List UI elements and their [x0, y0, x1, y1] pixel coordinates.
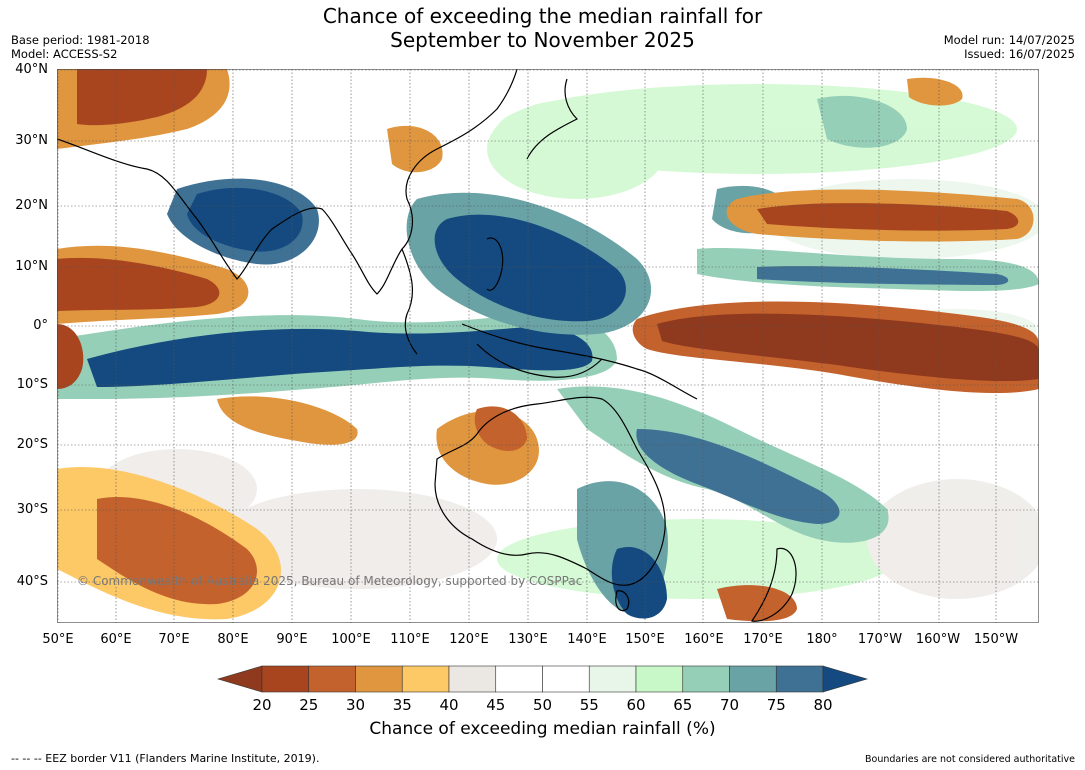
- title-line-2: September to November 2025: [390, 28, 695, 52]
- lon-label: 90°E: [276, 632, 308, 647]
- colorbar-tick-label: 25: [299, 696, 318, 714]
- lat-label: 20°N: [15, 198, 48, 213]
- colorbar-label: Chance of exceeding median rainfall (%): [369, 719, 716, 739]
- map-canvas: © Commonwealth of Australia 2025, Bureau…: [57, 69, 1039, 623]
- lat-label: 0°: [33, 318, 48, 333]
- colorbar-bin: [308, 665, 356, 693]
- eez-border-legend: -- -- -- EEZ border V11 (Flanders Marine…: [11, 752, 320, 765]
- lat-label: 30°N: [15, 133, 48, 148]
- colorbar-tick-label: 70: [720, 696, 739, 714]
- colorbar-bin: [775, 665, 824, 693]
- colorbar-tick-label: 50: [533, 696, 552, 714]
- colorbar-bin: [542, 665, 590, 693]
- lat-label: 10°S: [16, 377, 48, 392]
- map-title: Chance of exceeding the median rainfall …: [0, 4, 1085, 52]
- lat-label: 40°S: [16, 574, 48, 589]
- lon-label: 160°W: [915, 632, 961, 647]
- lon-label: 110°E: [390, 632, 430, 647]
- colorbar-tick-label: 80: [813, 696, 832, 714]
- colorbar-svg: 20 25 30 35 40 45 50 55 60 65 70 75 80: [216, 665, 869, 714]
- copyright-watermark: © Commonwealth of Australia 2025, Bureau…: [77, 574, 582, 588]
- lat-label: 30°S: [16, 502, 48, 517]
- colorbar-bin: [588, 665, 637, 693]
- lat-label: 40°N: [15, 62, 48, 77]
- colorbar-tick-label: 45: [486, 696, 505, 714]
- lon-label: 150°E: [625, 632, 665, 647]
- lat-label: 20°S: [16, 437, 48, 452]
- lon-label: 120°E: [449, 632, 489, 647]
- colorbar-tick-label: 55: [580, 696, 599, 714]
- lon-label: 130°E: [508, 632, 548, 647]
- colorbar-bin: [355, 665, 403, 693]
- lon-label: 100°E: [331, 632, 371, 647]
- rainfall-map: © Commonwealth of Australia 2025, Bureau…: [57, 69, 1039, 623]
- colorbar-bin: [729, 665, 777, 693]
- lon-label: 60°E: [100, 632, 132, 647]
- model-name: Model: ACCESS-S2: [11, 47, 118, 61]
- colorbar-tick-label: 75: [767, 696, 786, 714]
- meta-left: Base period: 1981-2018 Model: ACCESS-S2: [11, 33, 150, 61]
- colorbar-tick-label: 60: [626, 696, 645, 714]
- lon-label: 160°E: [684, 632, 724, 647]
- lon-label: 170°W: [857, 632, 903, 647]
- colorbar-bin: [682, 665, 730, 693]
- colorbar-arrow-high: [822, 665, 869, 693]
- colorbar-tick-label: 65: [673, 696, 692, 714]
- issued-date: Issued: 16/07/2025: [964, 47, 1075, 61]
- graticule: [57, 69, 1039, 623]
- boundary-disclaimer: Boundaries are not considered authoritat…: [865, 754, 1075, 765]
- lon-label: 150°W: [973, 632, 1019, 647]
- colorbar-bin: [495, 665, 543, 693]
- lon-label: 170°E: [743, 632, 783, 647]
- colorbar-tick-label: 20: [252, 696, 271, 714]
- lon-label: 140°E: [567, 632, 607, 647]
- colorbar-arrow-low: [216, 665, 263, 693]
- colorbar-bin: [448, 665, 497, 693]
- colorbar-tick-label: 30: [346, 696, 365, 714]
- wet-anomaly-regions: [57, 95, 1039, 619]
- lon-label: 70°E: [158, 632, 190, 647]
- lon-label: 50°E: [42, 632, 74, 647]
- lon-label: 80°E: [217, 632, 249, 647]
- dry-anomaly-regions: [57, 69, 1039, 622]
- title-line-1: Chance of exceeding the median rainfall …: [322, 4, 763, 28]
- lon-label: 180°: [806, 632, 838, 647]
- colorbar-tick-label: 40: [439, 696, 458, 714]
- lat-label: 10°N: [15, 259, 48, 274]
- meta-right: Model run: 14/07/2025 Issued: 16/07/2025: [944, 33, 1075, 61]
- colorbar-bin: [261, 665, 310, 693]
- colorbar: 20 25 30 35 40 45 50 55 60 65 70 75 80: [0, 664, 1085, 724]
- base-period: Base period: 1981-2018: [11, 33, 150, 47]
- colorbar-tick-label: 35: [393, 696, 412, 714]
- colorbar-bin: [635, 665, 684, 693]
- colorbar-bin: [401, 665, 450, 693]
- model-run: Model run: 14/07/2025: [943, 33, 1075, 47]
